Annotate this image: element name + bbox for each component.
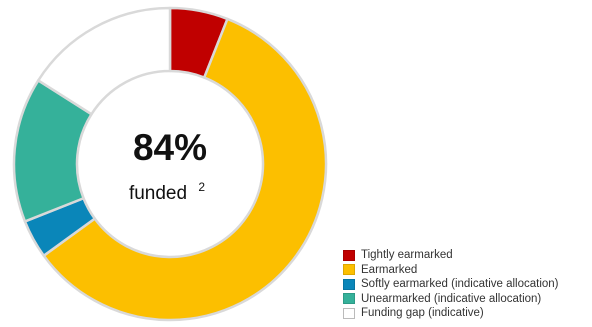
donut-slice-funding-gap-indicative <box>37 6 172 116</box>
legend-swatch <box>343 264 355 276</box>
legend-item-softly-earmarked: Softly earmarked (indicative allocation) <box>343 277 559 292</box>
funded-percentage: 84% <box>133 127 207 168</box>
legend-swatch <box>343 249 355 261</box>
legend-swatch <box>343 293 355 305</box>
legend-label: Earmarked <box>361 263 418 276</box>
legend: Tightly earmarked Earmarked Softly earma… <box>343 248 559 321</box>
legend-swatch <box>343 307 355 319</box>
footnote-marker: 2 <box>198 180 205 194</box>
legend-label: Funding gap (indicative) <box>361 307 484 320</box>
donut-slices <box>12 6 328 322</box>
funded-label: funded 2 <box>129 180 205 204</box>
legend-item-tightly-earmarked: Tightly earmarked <box>343 248 559 263</box>
donut-chart: 84% funded 2 <box>12 6 328 322</box>
funded-label-text: funded <box>129 183 187 204</box>
legend-label: Tightly earmarked <box>361 249 453 262</box>
legend-swatch <box>343 278 355 290</box>
legend-label: Softly earmarked (indicative allocation) <box>361 278 559 291</box>
legend-item-unearmarked: Unearmarked (indicative allocation) <box>343 292 559 307</box>
legend-item-earmarked: Earmarked <box>343 263 559 278</box>
legend-label: Unearmarked (indicative allocation) <box>361 292 542 305</box>
legend-item-funding-gap: Funding gap (indicative) <box>343 306 559 321</box>
donut-slice-earmarked <box>42 17 328 322</box>
